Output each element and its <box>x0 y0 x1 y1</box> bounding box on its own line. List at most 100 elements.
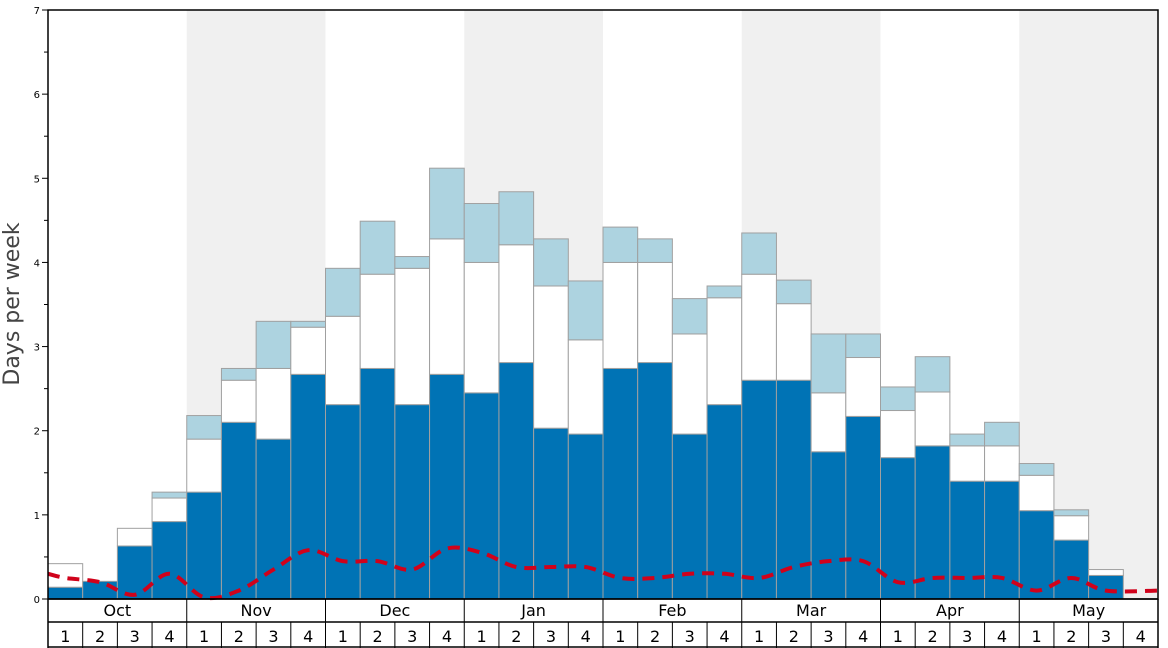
bar-white-3 <box>151 497 188 523</box>
bar-dark-blue-18 <box>671 433 708 600</box>
bar-dark-blue-29 <box>1053 539 1090 600</box>
bar-dark-blue-7 <box>290 373 326 600</box>
bar-white-17 <box>637 261 673 364</box>
week-label-mar-2: 2 <box>789 627 799 646</box>
week-label-feb-2: 2 <box>650 627 660 646</box>
bar-dark-blue-12 <box>463 392 500 600</box>
month-label-oct: Oct <box>104 601 132 620</box>
bar-light-blue-17 <box>637 238 673 263</box>
bar-white-20 <box>741 273 777 381</box>
bar-dark-blue-16 <box>602 367 639 600</box>
bar-dark-blue-28 <box>1018 510 1055 600</box>
bar-light-blue-28 <box>1018 463 1055 476</box>
bar-light-blue-4 <box>186 415 222 440</box>
bar-light-blue-24 <box>880 386 916 412</box>
bar-white-16 <box>602 261 639 369</box>
bar-dark-blue-5 <box>220 421 257 600</box>
y-tick-label-6: 6 <box>34 90 40 101</box>
week-label-feb-1: 1 <box>615 627 625 646</box>
bar-white-2 <box>116 527 153 547</box>
bar-dark-blue-9 <box>359 367 396 600</box>
week-label-oct-1: 1 <box>60 627 70 646</box>
bar-white-30 <box>1088 569 1124 576</box>
y-tick-label-3: 3 <box>34 343 40 354</box>
bar-white-9 <box>359 273 396 369</box>
bar-light-blue-16 <box>602 226 639 263</box>
bar-white-7 <box>290 326 326 375</box>
y-axis-label: Days per week <box>0 222 25 385</box>
bar-light-blue-21 <box>775 279 812 305</box>
week-label-nov-3: 3 <box>268 627 278 646</box>
bar-dark-blue-4 <box>186 491 222 600</box>
week-label-nov-2: 2 <box>234 627 244 646</box>
bar-dark-blue-2 <box>116 545 153 600</box>
month-label-mar: Mar <box>796 601 827 620</box>
week-label-oct-4: 4 <box>164 627 174 646</box>
bar-light-blue-20 <box>741 232 777 275</box>
bar-dark-blue-14 <box>533 427 569 600</box>
x-axis: Oct 1 2 3 4 Nov 1 2 3 4 Dec 1 2 3 4 Jan 1 2 3 4 Feb 1 2 3 4 Mar 1 2… <box>47 598 1159 648</box>
bar-light-blue-18 <box>671 298 708 335</box>
bar-dark-blue-19 <box>706 404 743 600</box>
week-label-jan-4: 4 <box>581 627 591 646</box>
bar-light-blue-29 <box>1053 509 1090 517</box>
week-label-may-1: 1 <box>1032 627 1042 646</box>
week-label-may-3: 3 <box>1101 627 1111 646</box>
week-label-mar-1: 1 <box>754 627 764 646</box>
month-label-apr: Apr <box>936 601 964 620</box>
week-label-dec-1: 1 <box>338 627 348 646</box>
bar-white-11 <box>429 238 465 375</box>
week-label-nov-1: 1 <box>199 627 209 646</box>
bar-light-blue-27 <box>984 421 1020 447</box>
bar-white-24 <box>880 410 916 459</box>
average-line <box>47 545 1159 601</box>
bar-white-13 <box>498 244 535 364</box>
bar-dark-blue-25 <box>914 445 951 600</box>
bar-dark-blue-3 <box>151 521 188 600</box>
bar-dark-blue-15 <box>567 433 604 600</box>
bar-dark-blue-1 <box>82 580 118 600</box>
bar-white-6 <box>255 367 292 440</box>
week-label-apr-4: 4 <box>997 627 1007 646</box>
bar-white-29 <box>1053 515 1090 541</box>
week-label-apr-2: 2 <box>927 627 937 646</box>
week-label-apr-1: 1 <box>893 627 903 646</box>
bar-light-blue-13 <box>498 191 535 246</box>
bar-dark-blue-22 <box>810 451 847 600</box>
bar-white-10 <box>394 267 431 406</box>
y-tick-label-0: 0 <box>34 595 40 606</box>
week-label-feb-3: 3 <box>685 627 695 646</box>
week-label-jan-1: 1 <box>477 627 487 646</box>
y-tick-label-1: 1 <box>34 511 40 522</box>
bar-white-23 <box>845 357 881 417</box>
bar-light-blue-3 <box>151 491 188 499</box>
bar-dark-blue-17 <box>637 362 673 600</box>
bar-dark-blue-23 <box>845 415 881 600</box>
y-tick-label-2: 2 <box>34 427 40 438</box>
bar-white-22 <box>810 392 847 453</box>
bar-dark-blue-13 <box>498 362 535 600</box>
bar-dark-blue-6 <box>255 438 292 600</box>
week-label-nov-4: 4 <box>303 627 313 646</box>
bar-light-blue-14 <box>533 238 569 287</box>
month-label-may: May <box>1072 601 1105 620</box>
bar-white-26 <box>949 445 986 482</box>
month-label-jan: Jan <box>520 601 546 620</box>
week-label-mar-4: 4 <box>858 627 868 646</box>
bar-white-5 <box>220 379 257 423</box>
week-label-oct-3: 3 <box>130 627 140 646</box>
bar-white-14 <box>533 285 569 429</box>
bar-dark-blue-11 <box>429 373 465 600</box>
week-label-mar-3: 3 <box>823 627 833 646</box>
bar-white-27 <box>984 445 1020 482</box>
bar-dark-blue-0 <box>47 586 84 600</box>
bar-white-28 <box>1018 474 1055 512</box>
bar-dark-blue-20 <box>741 379 777 600</box>
average-dashed-line <box>47 545 1159 601</box>
bar-light-blue-7 <box>290 320 326 328</box>
bar-white-4 <box>186 438 222 493</box>
bar-white-8 <box>325 315 361 406</box>
week-label-dec-4: 4 <box>442 627 452 646</box>
y-tick-label-4: 4 <box>34 258 40 269</box>
